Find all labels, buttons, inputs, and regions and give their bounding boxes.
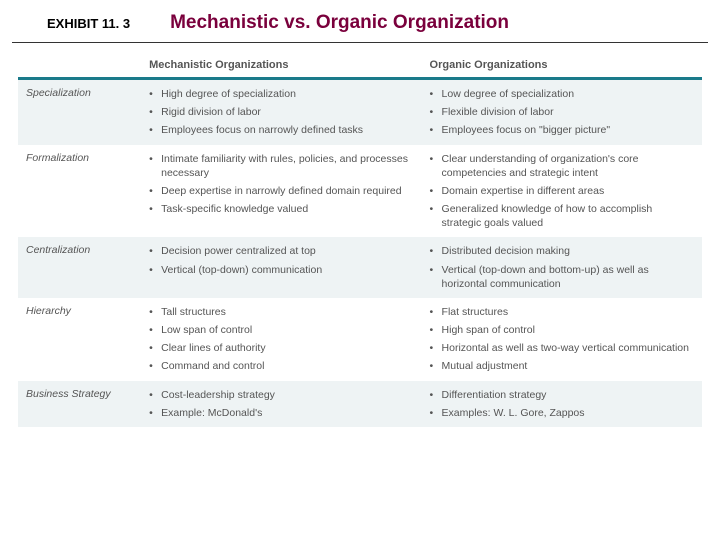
bullet-item: Employees focus on narrowly defined task… bbox=[149, 123, 413, 137]
row-category: Centralization bbox=[18, 237, 141, 298]
bullet-item: High span of control bbox=[430, 323, 694, 337]
cell-mechanistic: Cost-leadership strategy Example: McDonal… bbox=[141, 381, 421, 427]
bullet-list: High degree of specialization Rigid divis… bbox=[149, 87, 413, 138]
cell-organic: Differentiation strategy Examples: W. L. … bbox=[422, 381, 702, 427]
bullet-list: Tall structures Low span of control Clear … bbox=[149, 305, 413, 374]
header: EXHIBIT 11. 3 Mechanistic vs. Organic Or… bbox=[12, 0, 708, 43]
exhibit-label: EXHIBIT 11. 3 bbox=[47, 16, 130, 31]
bullet-item: Mutual adjustment bbox=[430, 359, 694, 373]
cell-mechanistic: High degree of specialization Rigid divis… bbox=[141, 79, 421, 145]
table-row: CentralizationDecision power centralized… bbox=[18, 237, 702, 298]
bullet-item: Command and control bbox=[149, 359, 413, 373]
bullet-item: Clear lines of authority bbox=[149, 341, 413, 355]
bullet-item: Rigid division of labor bbox=[149, 105, 413, 119]
bullet-item: Domain expertise in different areas bbox=[430, 184, 694, 198]
bullet-item: Example: McDonald's bbox=[149, 406, 413, 420]
bullet-item: Vertical (top-down) communication bbox=[149, 263, 413, 277]
bullet-list: Cost-leadership strategy Example: McDonal… bbox=[149, 388, 413, 420]
bullet-list: Low degree of specialization Flexible div… bbox=[430, 87, 694, 138]
bullet-item: Tall structures bbox=[149, 305, 413, 319]
row-category: Business Strategy bbox=[18, 381, 141, 427]
bullet-item: Differentiation strategy bbox=[430, 388, 694, 402]
col-header-mechanistic: Mechanistic Organizations bbox=[141, 53, 421, 79]
bullet-item: Low span of control bbox=[149, 323, 413, 337]
col-header-category bbox=[18, 53, 141, 79]
comparison-table-wrap: Mechanistic Organizations Organic Organi… bbox=[0, 43, 720, 427]
bullet-item: Intimate familiarity with rules, policie… bbox=[149, 152, 413, 180]
row-category: Formalization bbox=[18, 145, 141, 238]
page-title: Mechanistic vs. Organic Organization bbox=[170, 12, 509, 34]
table-body: SpecializationHigh degree of specializat… bbox=[18, 79, 702, 427]
table-header-row: Mechanistic Organizations Organic Organi… bbox=[18, 53, 702, 79]
bullet-item: Horizontal as well as two-way vertical c… bbox=[430, 341, 694, 355]
row-category: Hierarchy bbox=[18, 298, 141, 381]
bullet-list: Decision power centralized at top Vertica… bbox=[149, 244, 413, 276]
cell-mechanistic: Decision power centralized at top Vertica… bbox=[141, 237, 421, 298]
bullet-item: Flat structures bbox=[430, 305, 694, 319]
row-category: Specialization bbox=[18, 79, 141, 145]
bullet-item: Employees focus on "bigger picture" bbox=[430, 123, 694, 137]
bullet-item: Clear understanding of organization's co… bbox=[430, 152, 694, 180]
table-row: Formalization Intimate familiarity with r… bbox=[18, 145, 702, 238]
bullet-item: Decision power centralized at top bbox=[149, 244, 413, 258]
col-header-organic: Organic Organizations bbox=[422, 53, 702, 79]
table-row: SpecializationHigh degree of specializat… bbox=[18, 79, 702, 145]
bullet-list: Clear understanding of organization's co… bbox=[430, 152, 694, 231]
cell-organic: Distributed decision making Vertical (top… bbox=[422, 237, 702, 298]
bullet-item: Flexible division of labor bbox=[430, 105, 694, 119]
bullet-item: Low degree of specialization bbox=[430, 87, 694, 101]
bullet-list: Distributed decision making Vertical (top… bbox=[430, 244, 694, 291]
bullet-item: Task-specific knowledge valued bbox=[149, 202, 413, 216]
bullet-item: Cost-leadership strategy bbox=[149, 388, 413, 402]
cell-mechanistic: Intimate familiarity with rules, policie… bbox=[141, 145, 421, 238]
bullet-item: High degree of specialization bbox=[149, 87, 413, 101]
cell-organic: Low degree of specialization Flexible div… bbox=[422, 79, 702, 145]
cell-mechanistic: Tall structures Low span of control Clear … bbox=[141, 298, 421, 381]
bullet-list: Flat structures High span of control Horiz… bbox=[430, 305, 694, 374]
bullet-list: Differentiation strategy Examples: W. L. … bbox=[430, 388, 694, 420]
bullet-list: Intimate familiarity with rules, policie… bbox=[149, 152, 413, 217]
cell-organic: Clear understanding of organization's co… bbox=[422, 145, 702, 238]
cell-organic: Flat structures High span of control Horiz… bbox=[422, 298, 702, 381]
bullet-item: Deep expertise in narrowly defined domai… bbox=[149, 184, 413, 198]
bullet-item: Distributed decision making bbox=[430, 244, 694, 258]
bullet-item: Vertical (top-down and bottom-up) as wel… bbox=[430, 263, 694, 291]
bullet-item: Examples: W. L. Gore, Zappos bbox=[430, 406, 694, 420]
bullet-item: Generalized knowledge of how to accompli… bbox=[430, 202, 694, 230]
comparison-table: Mechanistic Organizations Organic Organi… bbox=[18, 53, 702, 427]
table-row: Business StrategyCost-leadership strateg… bbox=[18, 381, 702, 427]
table-row: Hierarchy Tall structures Low span of cont… bbox=[18, 298, 702, 381]
